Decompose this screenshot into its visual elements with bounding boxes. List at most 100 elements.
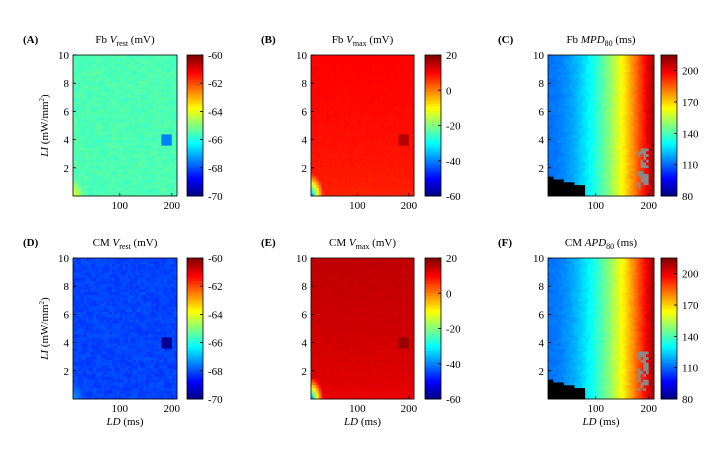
heatmap-cell <box>367 71 371 76</box>
heatmap-cell <box>550 164 554 169</box>
heatmap-cell <box>352 164 356 169</box>
heatmap-cell <box>563 145 567 149</box>
heatmap-cell <box>143 71 147 76</box>
heatmap-cell <box>388 153 392 157</box>
heatmap-cell <box>119 164 123 169</box>
heatmap-cell <box>406 148 410 152</box>
heatmap-cell <box>569 74 573 78</box>
heatmap-cell <box>83 88 87 93</box>
heatmap-cell <box>579 156 583 160</box>
heatmap-cell <box>577 164 581 169</box>
heatmap-cell <box>311 77 314 81</box>
heatmap-cell <box>344 193 348 197</box>
heatmap-cell <box>311 117 314 121</box>
heatmap-cell <box>106 164 110 169</box>
heatmap-cell <box>380 91 384 95</box>
heatmap-cell <box>390 184 394 188</box>
heatmap-cell <box>143 119 147 124</box>
heatmap-cell <box>78 77 82 81</box>
heatmap-cell <box>579 170 583 174</box>
heatmap-cell <box>406 57 410 62</box>
heatmap-cell <box>550 159 554 163</box>
heatmap-cell <box>398 162 402 166</box>
heatmap-cell <box>127 125 131 129</box>
heatmap-cell <box>395 97 399 101</box>
heatmap-cell <box>362 55 366 59</box>
heatmap-cell <box>318 164 322 169</box>
heatmap-cell <box>398 55 402 59</box>
heatmap-cell <box>96 176 100 180</box>
heatmap-cell <box>582 170 586 174</box>
heatmap-cell <box>344 133 348 138</box>
heatmap-cell <box>122 131 126 135</box>
heatmap-cell <box>130 176 134 180</box>
heatmap-cell <box>563 167 567 172</box>
heatmap-cell <box>579 131 583 135</box>
heatmap-cell <box>130 128 134 132</box>
heatmap-cell <box>401 63 405 67</box>
heatmap-cell <box>114 148 118 152</box>
heatmap-cell <box>80 133 84 138</box>
heatmap-cell <box>344 71 348 76</box>
heatmap-cell <box>339 105 343 109</box>
heatmap-cell <box>73 167 76 172</box>
heatmap-cell <box>138 88 141 93</box>
heatmap-cell <box>93 97 97 101</box>
heatmap-cell <box>352 125 356 129</box>
heatmap-cell <box>140 88 144 93</box>
heatmap-cell <box>326 63 330 67</box>
heatmap-cell <box>367 128 371 132</box>
heatmap-cell <box>569 131 573 135</box>
heatmap-cell <box>375 164 379 169</box>
heatmap-cell <box>171 179 175 183</box>
heatmap-cell <box>132 102 136 107</box>
heatmap-cell <box>331 117 335 121</box>
colorbar-swatch <box>187 136 203 140</box>
colorbar-tick-label: 0 <box>446 85 452 97</box>
heatmap-cell <box>171 114 175 118</box>
heatmap-cell <box>553 173 557 177</box>
heatmap-cell <box>145 114 149 118</box>
colorbar-swatch <box>187 151 203 155</box>
heatmap-cell <box>375 74 379 78</box>
heatmap-cell <box>106 97 110 101</box>
heatmap-cell <box>122 57 126 62</box>
heatmap-cell <box>370 69 374 73</box>
heatmap-cell <box>587 173 591 177</box>
heatmap-cell <box>577 170 581 174</box>
heatmap-cell <box>88 77 92 81</box>
heatmap-cell <box>321 193 325 197</box>
heatmap-cell <box>555 102 559 107</box>
heatmap-cell <box>587 119 591 124</box>
heatmap-cell <box>101 108 105 112</box>
heatmap-cell <box>132 91 136 95</box>
heatmap-cell <box>93 71 97 76</box>
heatmap-cell <box>171 122 175 126</box>
heatmap-cell <box>336 63 340 67</box>
heatmap-cell <box>316 117 320 121</box>
heatmap-cell <box>352 167 356 172</box>
heatmap-cell <box>323 125 327 129</box>
heatmap-cell <box>349 184 353 188</box>
heatmap-cell <box>349 148 353 152</box>
heatmap-cell <box>393 128 397 132</box>
heatmap-cell <box>377 74 381 78</box>
heatmap-cell <box>359 148 363 152</box>
heatmap-cell <box>569 66 573 70</box>
heatmap-cell <box>341 181 345 186</box>
heatmap-cell <box>587 108 591 112</box>
heatmap-cell <box>331 97 335 101</box>
heatmap-cell <box>99 88 102 93</box>
heatmap-cell <box>370 91 374 95</box>
heatmap-cell <box>151 97 154 101</box>
heatmap-cell <box>316 131 320 135</box>
heatmap-cell <box>367 156 371 160</box>
heatmap-cell <box>411 86 415 90</box>
colorbar-swatch <box>425 59 441 63</box>
heatmap-cell <box>336 91 340 95</box>
heatmap-cell <box>145 125 149 129</box>
heatmap-cell <box>587 136 591 140</box>
heatmap-cell <box>148 164 152 169</box>
heatmap-cell <box>174 94 178 98</box>
heatmap-cell <box>367 145 371 149</box>
